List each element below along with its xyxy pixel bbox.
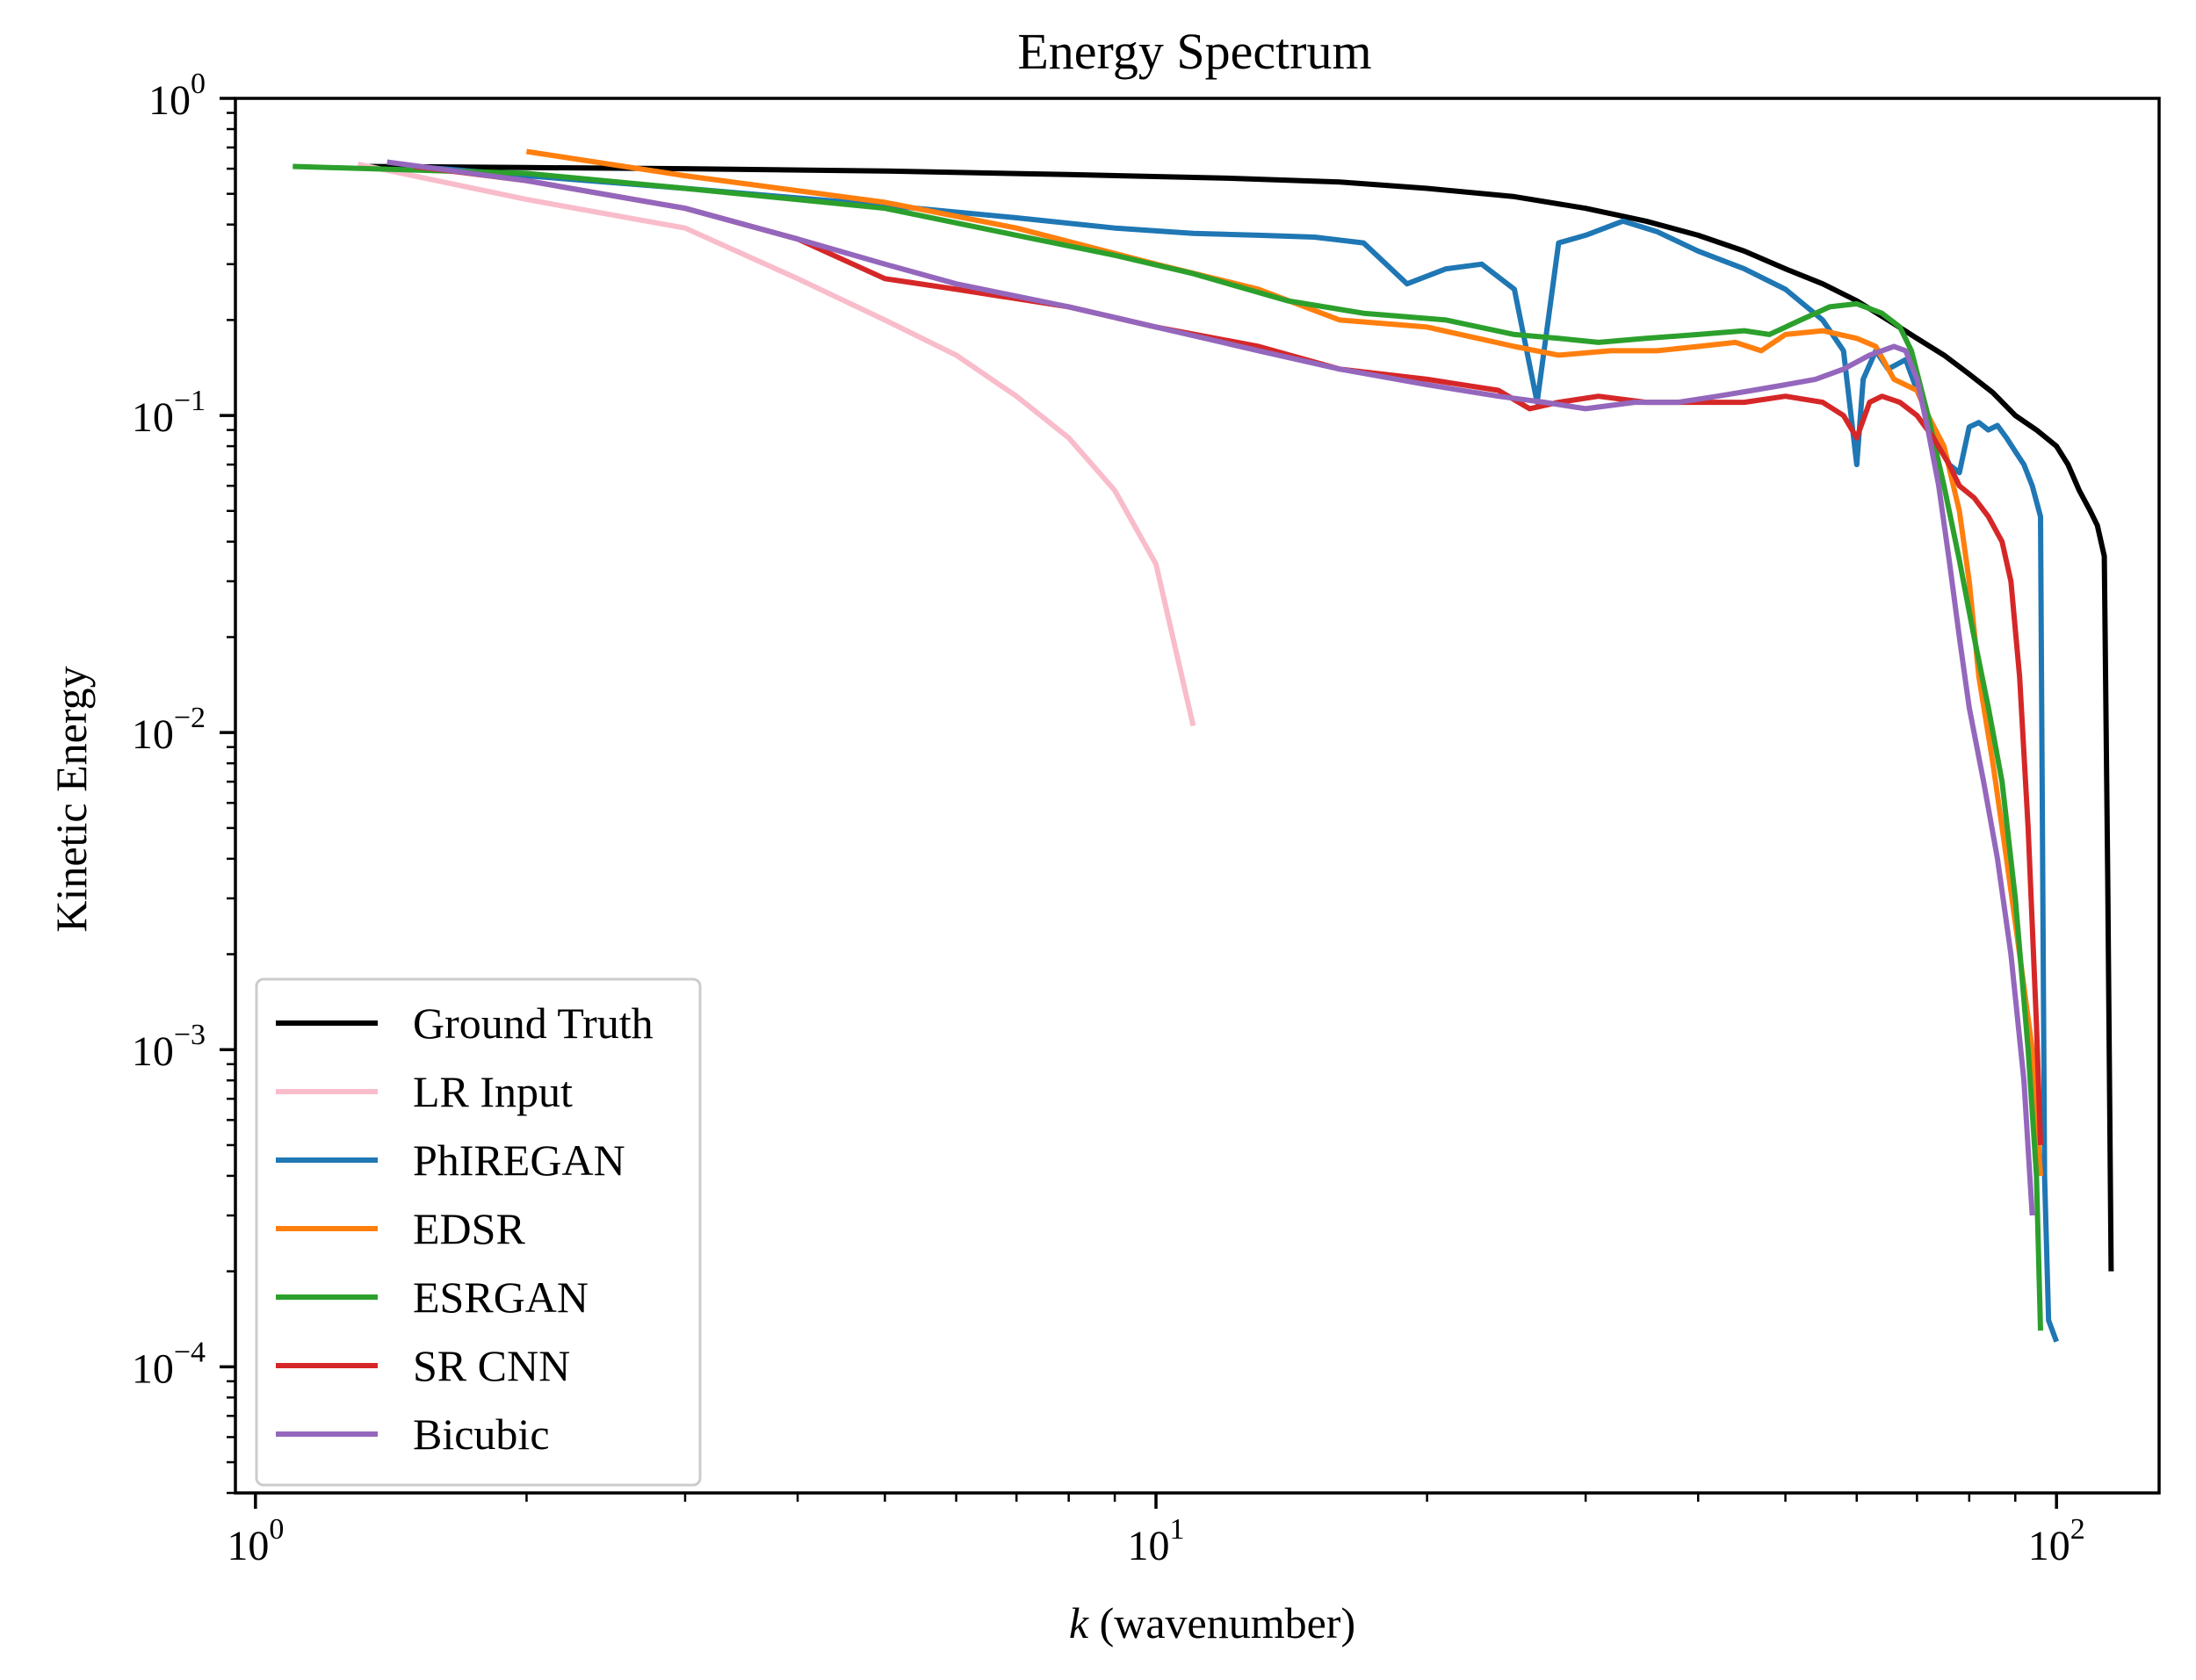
series-line-lr-input — [357, 162, 1196, 727]
legend-entry: Bicubic — [276, 1410, 550, 1459]
series-layer — [293, 148, 2114, 1343]
axes-frame — [234, 97, 2161, 1495]
legend-label: LR Input — [413, 1067, 573, 1116]
y-tick-label: 10−1 — [132, 385, 206, 441]
x-axis-label-text: (wavenumber) — [1088, 1598, 1355, 1648]
legend-entry: Ground Truth — [276, 999, 654, 1048]
chart-title: Energy Spectrum — [1017, 23, 1371, 80]
series-line-ground-truth — [358, 163, 2114, 1272]
legend-label: PhIREGAN — [413, 1136, 625, 1185]
x-tick-label: 100 — [227, 1513, 284, 1569]
series-line-edsr — [525, 148, 2043, 1177]
legend-entry: SR CNN — [276, 1341, 570, 1390]
y-axis-label: Kinetic Energy — [47, 666, 96, 932]
y-tick-label: 10−2 — [132, 702, 206, 758]
x-tick-label: 101 — [1128, 1513, 1185, 1569]
legend-label: Ground Truth — [413, 999, 654, 1048]
legend-entry: ESRGAN — [276, 1273, 589, 1322]
y-axis-ticks: 100 10−1 10−2 10−3 10−4 — [132, 68, 235, 1495]
legend-label: SR CNN — [413, 1341, 570, 1390]
legend-label: EDSR — [413, 1204, 525, 1253]
x-axis-ticks: 100 101 102 — [227, 1493, 2085, 1569]
legend-box — [255, 977, 702, 1487]
x-axis-label: k (wavenumber) — [1069, 1598, 1355, 1648]
legend-entry: EDSR — [276, 1204, 525, 1253]
y-tick-label: 100 — [148, 68, 206, 124]
legend-label: ESRGAN — [413, 1273, 589, 1322]
series-line-esrgan — [293, 163, 2043, 1331]
legend-label: Bicubic — [413, 1410, 550, 1459]
series-line-bicubic — [386, 159, 2035, 1216]
x-axis-label-symbol: k — [1069, 1598, 1089, 1648]
legend: Ground Truth LR Input PhIREGAN EDSR ESRGAN SR… — [255, 977, 702, 1487]
legend-entry: PhIREGAN — [276, 1136, 625, 1185]
x-tick-label: 102 — [2028, 1513, 2085, 1569]
y-tick-label: 10−3 — [132, 1019, 206, 1075]
legend-entry: LR Input — [276, 1067, 573, 1116]
y-tick-label: 10−4 — [132, 1336, 206, 1392]
